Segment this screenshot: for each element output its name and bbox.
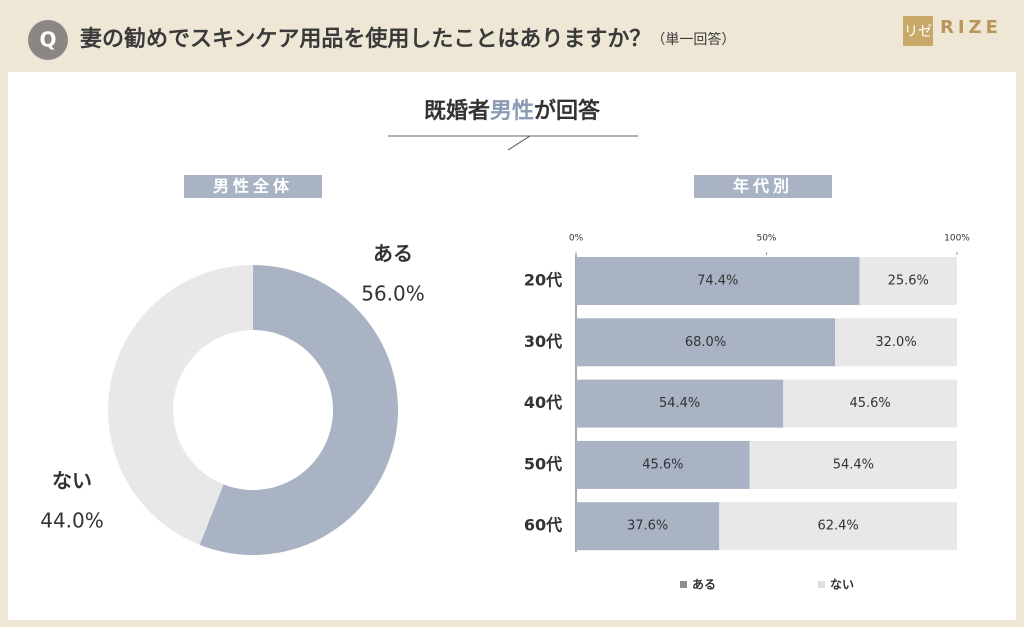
x-tick-label: 100% [944, 234, 970, 244]
subtitle-part: 既婚者 [424, 98, 490, 124]
badge [28, 20, 68, 60]
question-text: 妻の勧めでスキンケア用品を使用したことはありますか？ [80, 26, 651, 52]
slice-label: ある [373, 242, 413, 266]
bar-label: 45.6% [642, 457, 683, 472]
bar-label: 37.6% [627, 519, 668, 534]
bar-label: 68.0% [685, 335, 726, 350]
bar [576, 379, 784, 428]
logo-text: RIZE [940, 17, 1002, 38]
bar-label: 62.4% [817, 519, 858, 534]
bar [719, 502, 957, 551]
y-tick-label: 30代 [524, 332, 562, 351]
slice-value: 44.0% [40, 509, 104, 533]
pie-slice [107, 265, 254, 545]
chart-title: 年代別 [733, 177, 793, 196]
bar-label: 25.6% [888, 274, 929, 289]
bar-label: 45.6% [849, 396, 890, 411]
bar-label: 54.4% [833, 457, 874, 472]
legend-swatch [680, 581, 687, 588]
bar [783, 379, 957, 428]
bar [835, 318, 957, 367]
slice-value: 56.0% [361, 282, 425, 306]
pie-slice [199, 265, 398, 555]
badge-text: Q [39, 28, 56, 52]
y-tick-label: 40代 [524, 393, 562, 412]
question: 妻の勧めでスキンケア用品を使用したことはありますか？（単一回答） [80, 26, 735, 52]
bar [576, 318, 836, 367]
y-tick-label: 60代 [524, 516, 562, 535]
question-note: （単一回答） [651, 31, 735, 48]
logo-mark: リゼ [904, 24, 932, 40]
chart-title-box [184, 175, 322, 198]
bar-label: 54.4% [659, 396, 700, 411]
y-tick-label: 20代 [524, 271, 562, 290]
legend-label: ある [692, 578, 716, 592]
bar [576, 440, 750, 489]
y-tick-label: 50代 [524, 454, 562, 473]
x-tick-label: 0% [569, 234, 584, 244]
subtitle-tick [507, 135, 531, 151]
bar [749, 440, 957, 489]
bar [576, 257, 860, 305]
subtitle: 既婚者男性が回答 [424, 98, 601, 124]
x-tick-label: 50% [756, 234, 776, 244]
subtitle-highlight: 男性 [490, 99, 534, 124]
bar [859, 257, 957, 305]
bar [576, 502, 720, 551]
subtitle-part: が回答 [534, 98, 601, 124]
slice-label: ない [52, 469, 92, 493]
bar-label: 32.0% [875, 335, 916, 350]
chart-title: 男性全体 [213, 177, 293, 196]
chart-title-box [694, 175, 832, 198]
bar-label: 74.4% [697, 274, 738, 289]
legend-swatch [818, 581, 825, 588]
logo-box [903, 16, 933, 46]
legend-label: ない [830, 578, 854, 592]
